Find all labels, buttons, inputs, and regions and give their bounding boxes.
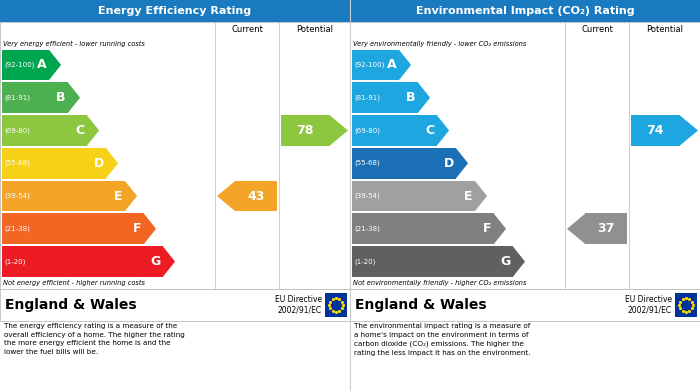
Text: 37: 37: [598, 222, 615, 235]
Text: A: A: [387, 58, 397, 72]
Polygon shape: [418, 82, 430, 113]
Bar: [0, 22, 350, 289]
Text: D: D: [444, 157, 454, 170]
Text: (92-100): (92-100): [354, 62, 384, 68]
Text: E: E: [464, 190, 473, 203]
Bar: [281, 115, 330, 146]
Polygon shape: [512, 246, 525, 277]
Polygon shape: [144, 213, 156, 244]
Bar: [2, 213, 143, 244]
Text: England & Wales: England & Wales: [5, 298, 136, 312]
Text: Very environmentally friendly - lower CO₂ emissions: Very environmentally friendly - lower CO…: [353, 40, 526, 47]
Text: (21-38): (21-38): [4, 226, 30, 232]
Polygon shape: [125, 181, 137, 212]
Bar: [352, 148, 456, 179]
Text: F: F: [483, 222, 491, 235]
Text: (1-20): (1-20): [4, 258, 25, 265]
Text: 43: 43: [248, 190, 265, 203]
Bar: [0, 289, 350, 321]
Polygon shape: [399, 50, 411, 80]
Text: (55-68): (55-68): [354, 160, 379, 167]
Polygon shape: [567, 213, 585, 244]
Polygon shape: [456, 148, 468, 179]
Polygon shape: [680, 115, 698, 146]
Text: (21-38): (21-38): [354, 226, 380, 232]
Text: (39-54): (39-54): [354, 193, 379, 199]
Bar: [235, 181, 277, 212]
Text: England & Wales: England & Wales: [355, 298, 486, 312]
Bar: [0, 0, 350, 22]
Text: Not energy efficient - higher running costs: Not energy efficient - higher running co…: [3, 280, 145, 285]
Text: The energy efficiency rating is a measure of the
overall efficiency of a home. T: The energy efficiency rating is a measur…: [4, 323, 185, 355]
Text: G: G: [500, 255, 511, 268]
Bar: [2, 82, 68, 113]
Text: The environmental impact rating is a measure of
a home's impact on the environme: The environmental impact rating is a mea…: [354, 323, 531, 356]
Text: (81-91): (81-91): [354, 95, 380, 101]
Bar: [2, 148, 106, 179]
Bar: [675, 293, 697, 317]
Text: Energy Efficiency Rating: Energy Efficiency Rating: [99, 6, 251, 16]
Text: (81-91): (81-91): [4, 95, 30, 101]
Text: EU Directive
2002/91/EC: EU Directive 2002/91/EC: [275, 295, 322, 315]
Text: Very energy efficient - lower running costs: Very energy efficient - lower running co…: [3, 40, 145, 47]
Bar: [585, 213, 627, 244]
Text: Current: Current: [581, 25, 613, 34]
Bar: [352, 213, 494, 244]
Bar: [2, 181, 125, 212]
Bar: [350, 289, 700, 321]
Bar: [2, 115, 87, 146]
Text: 74: 74: [647, 124, 664, 137]
Text: F: F: [133, 222, 141, 235]
Bar: [352, 82, 418, 113]
Polygon shape: [49, 50, 61, 80]
Text: C: C: [426, 124, 435, 137]
Bar: [350, 0, 700, 22]
Text: C: C: [76, 124, 85, 137]
Bar: [352, 115, 437, 146]
Bar: [350, 22, 700, 289]
Bar: [2, 50, 49, 80]
Bar: [352, 50, 399, 80]
Bar: [325, 293, 347, 317]
Bar: [352, 181, 475, 212]
Text: Environmental Impact (CO₂) Rating: Environmental Impact (CO₂) Rating: [416, 6, 634, 16]
Text: B: B: [406, 91, 416, 104]
Polygon shape: [475, 181, 487, 212]
Text: (92-100): (92-100): [4, 62, 34, 68]
Text: Potential: Potential: [296, 25, 333, 34]
Text: G: G: [150, 255, 161, 268]
Text: D: D: [94, 157, 104, 170]
Text: 78: 78: [297, 124, 314, 137]
Text: Current: Current: [231, 25, 263, 34]
Text: (1-20): (1-20): [354, 258, 375, 265]
Text: Not environmentally friendly - higher CO₂ emissions: Not environmentally friendly - higher CO…: [353, 280, 526, 285]
Polygon shape: [68, 82, 80, 113]
Text: Potential: Potential: [646, 25, 683, 34]
Polygon shape: [87, 115, 99, 146]
Text: A: A: [37, 58, 47, 72]
Text: (69-80): (69-80): [4, 127, 30, 134]
Text: (69-80): (69-80): [354, 127, 380, 134]
Text: EU Directive
2002/91/EC: EU Directive 2002/91/EC: [625, 295, 672, 315]
Text: (39-54): (39-54): [4, 193, 29, 199]
Polygon shape: [330, 115, 348, 146]
Polygon shape: [437, 115, 449, 146]
Polygon shape: [106, 148, 118, 179]
Text: E: E: [114, 190, 122, 203]
Polygon shape: [494, 213, 506, 244]
Polygon shape: [217, 181, 235, 212]
Text: B: B: [56, 91, 66, 104]
Text: (55-68): (55-68): [4, 160, 29, 167]
Bar: [631, 115, 680, 146]
Bar: [352, 246, 512, 277]
Polygon shape: [162, 246, 175, 277]
Bar: [2, 246, 162, 277]
